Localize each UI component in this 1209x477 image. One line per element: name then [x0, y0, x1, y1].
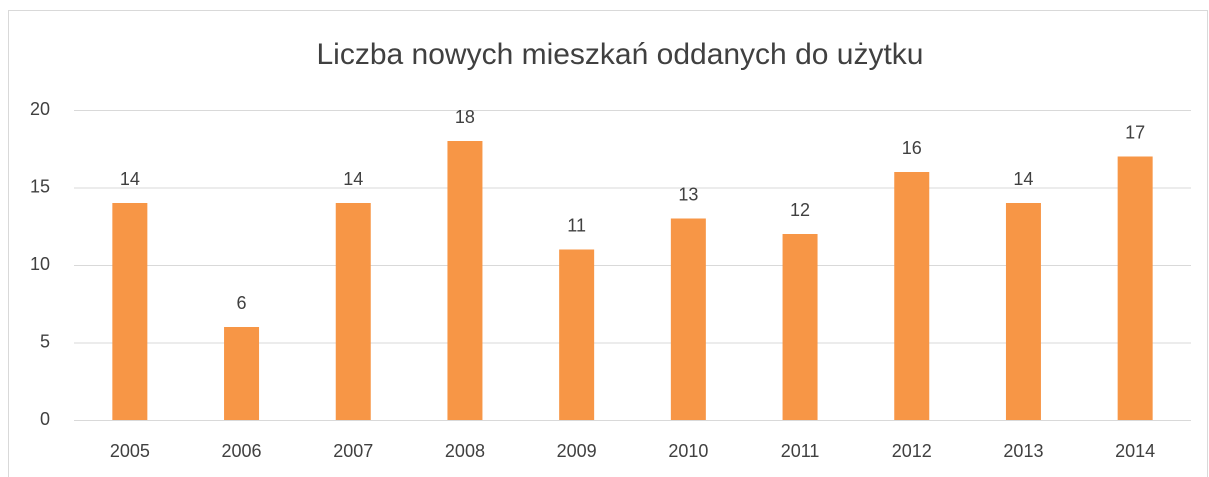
x-tick-label: 2008: [445, 441, 485, 461]
data-label: 17: [1125, 122, 1145, 142]
x-tick-label: 2006: [222, 441, 262, 461]
bar: [1005, 203, 1041, 420]
data-label: 13: [678, 184, 698, 204]
bar: [335, 203, 371, 420]
y-tick-label: 0: [40, 409, 50, 429]
data-label: 14: [120, 169, 140, 189]
data-label: 16: [902, 138, 922, 158]
data-label: 14: [1013, 169, 1033, 189]
y-tick-label: 15: [30, 176, 50, 196]
y-tick-label: 5: [40, 331, 50, 351]
data-label: 14: [343, 169, 363, 189]
bar: [670, 218, 706, 420]
x-tick-label: 2014: [1115, 441, 1155, 461]
x-tick-label: 2009: [557, 441, 597, 461]
data-label: 11: [567, 215, 586, 235]
y-tick-label: 10: [30, 254, 50, 274]
x-tick-label: 2005: [110, 441, 150, 461]
x-tick-label: 2011: [781, 441, 820, 461]
bar: [1117, 156, 1153, 420]
x-tick-label: 2013: [1003, 441, 1043, 461]
x-tick-label: 2010: [668, 441, 708, 461]
y-tick-label: 20: [30, 99, 50, 119]
x-tick-label: 2007: [333, 441, 373, 461]
data-label: 12: [790, 200, 810, 220]
x-tick-label: 2012: [892, 441, 932, 461]
data-label: 18: [455, 107, 475, 127]
bar: [112, 203, 148, 420]
bar: [559, 249, 595, 420]
bar: [447, 141, 483, 420]
bar: [894, 172, 930, 420]
bar: [224, 327, 260, 420]
bar: [782, 234, 818, 420]
chart-title: Liczba nowych mieszkań oddanych do użytk…: [316, 38, 923, 71]
data-label: 6: [237, 293, 247, 313]
